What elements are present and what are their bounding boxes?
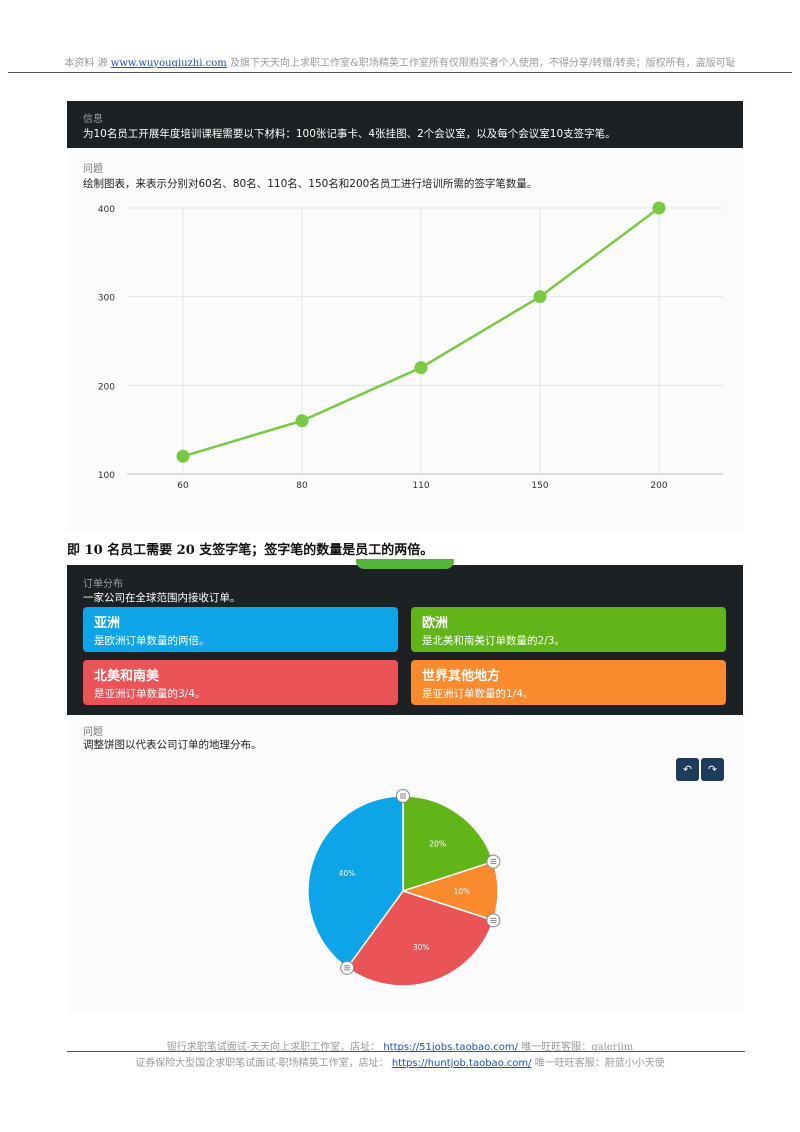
slice-label: 30% <box>413 943 430 952</box>
page-header: 本资料 源 www.wuyouqiuzhi.com 及旗下天天向上求职工作室&职… <box>0 54 800 69</box>
card-desc: 是亚洲订单数量的3/4。 <box>94 688 206 700</box>
footer-line2: 证券保险大型国企求职笔试面试-职场精英工作室，店址： https://huntj… <box>0 1054 800 1069</box>
data-point[interactable] <box>533 290 547 304</box>
question2-text: 调整饼图以代表公司订单的地理分布。 <box>83 739 262 751</box>
info-panel: 信息 为10名员工开展年度培训课程需要以下材料：100张记事卡、4张挂图、2个会… <box>67 101 743 148</box>
data-point[interactable] <box>652 201 666 215</box>
footer2-prefix: 证券保险大型国企求职笔试面试-职场精英工作室，店址： <box>135 1058 389 1069</box>
footer2-suffix: 唯一旺旺客服：蔚蓝小小天使 <box>534 1058 665 1069</box>
x-tick-label: 80 <box>296 481 308 491</box>
pie-slice[interactable] <box>402 795 495 893</box>
card-desc: 是欧洲订单数量的两倍。 <box>94 635 210 647</box>
orders-text: 一家公司在全球范围内接收订单。 <box>83 592 241 604</box>
card-americas: 北美和南美 是亚洲订单数量的3/4。 <box>83 660 398 705</box>
y-tick-label: 300 <box>98 294 115 304</box>
footer-line1: 银行求职笔试面试-天天向上求职工作室，店址： https://51jobs.ta… <box>0 1038 800 1053</box>
question2-label: 问题 <box>83 727 103 738</box>
card-title: 亚洲 <box>94 616 121 631</box>
x-tick-label: 200 <box>650 481 667 491</box>
question2-area: 问题 调整饼图以代表公司订单的地理分布。 ↶ ↷ 20% 10% 30% 40% <box>67 715 743 1010</box>
redo-button[interactable]: ↷ <box>701 758 724 781</box>
redo-icon: ↷ <box>707 763 718 776</box>
data-point[interactable] <box>295 414 309 428</box>
card-desc: 是北美和南美订单数量的2/3。 <box>422 635 565 647</box>
orders-label: 订单分布 <box>83 579 123 590</box>
x-tick-label: 150 <box>531 481 548 491</box>
card-title: 世界其他地方 <box>422 669 501 684</box>
x-tick-label: 110 <box>412 481 429 491</box>
y-tick-label: 200 <box>98 382 115 392</box>
footer1-suffix: 唯一旺旺客服：galerjim <box>521 1042 634 1053</box>
y-tick-label: 400 <box>98 205 115 215</box>
answer-note: 即 10 名员工需要 20 支签字笔；签字笔的数量是员工的两倍。 <box>67 543 434 558</box>
header-link[interactable]: www.wuyouqiuzhi.com <box>110 58 227 69</box>
footer2-link[interactable]: https://huntjob.taobao.com/ <box>391 1058 532 1069</box>
y-tick-label: 100 <box>98 471 115 481</box>
undo-button[interactable]: ↶ <box>676 758 699 781</box>
header-suffix: 及旗下天天向上求职工作室&职场精英工作室所有仅限购买者个人使用，不得分享/转赠/… <box>229 58 736 69</box>
question1-text: 绘制图表，来表示分别对60名、80名、110名、150名和200名员工进行培训所… <box>83 178 538 190</box>
card-title: 欧洲 <box>422 616 449 631</box>
orders-panel: 订单分布 一家公司在全球范围内接收订单。 亚洲 是欧洲订单数量的两倍。 欧洲 是… <box>67 559 743 715</box>
pie-slice[interactable] <box>307 795 404 969</box>
card-desc: 是亚洲订单数量的1/4。 <box>422 688 534 700</box>
card-asia: 亚洲 是欧洲订单数量的两倍。 <box>83 607 398 652</box>
footer1-link[interactable]: https://51jobs.taobao.com/ <box>383 1042 519 1053</box>
data-point[interactable] <box>176 449 190 463</box>
question1-label: 问题 <box>83 164 103 175</box>
slice-label: 10% <box>454 887 471 896</box>
header-divider <box>8 72 792 73</box>
footer-divider <box>67 1051 745 1052</box>
question1-area: 问题 绘制图表，来表示分别对60名、80名、110名、150名和200名员工进行… <box>67 148 743 532</box>
undo-icon: ↶ <box>682 763 693 776</box>
data-point[interactable] <box>414 361 428 375</box>
header-prefix: 本资料 源 <box>64 58 108 69</box>
pie-chart[interactable]: 20% 10% 30% 40% <box>67 715 743 1010</box>
card-title: 北美和南美 <box>94 669 160 684</box>
card-rest-of-world: 世界其他地方 是亚洲订单数量的1/4。 <box>411 660 726 705</box>
panel-tab-marker <box>356 559 454 569</box>
card-europe: 欧洲 是北美和南美订单数量的2/3。 <box>411 607 726 652</box>
x-tick-label: 60 <box>177 481 189 491</box>
info-text: 为10名员工开展年度培训课程需要以下材料：100张记事卡、4张挂图、2个会议室，… <box>83 128 616 140</box>
line-chart[interactable]: 100 200 300 400 60 80 110 150 200 <box>67 148 743 532</box>
slice-label: 20% <box>429 839 446 848</box>
slice-label: 40% <box>339 869 356 878</box>
info-label: 信息 <box>83 114 103 125</box>
footer1-prefix: 银行求职笔试面试-天天向上求职工作室，店址： <box>166 1042 381 1053</box>
pie-slice[interactable] <box>346 890 495 987</box>
